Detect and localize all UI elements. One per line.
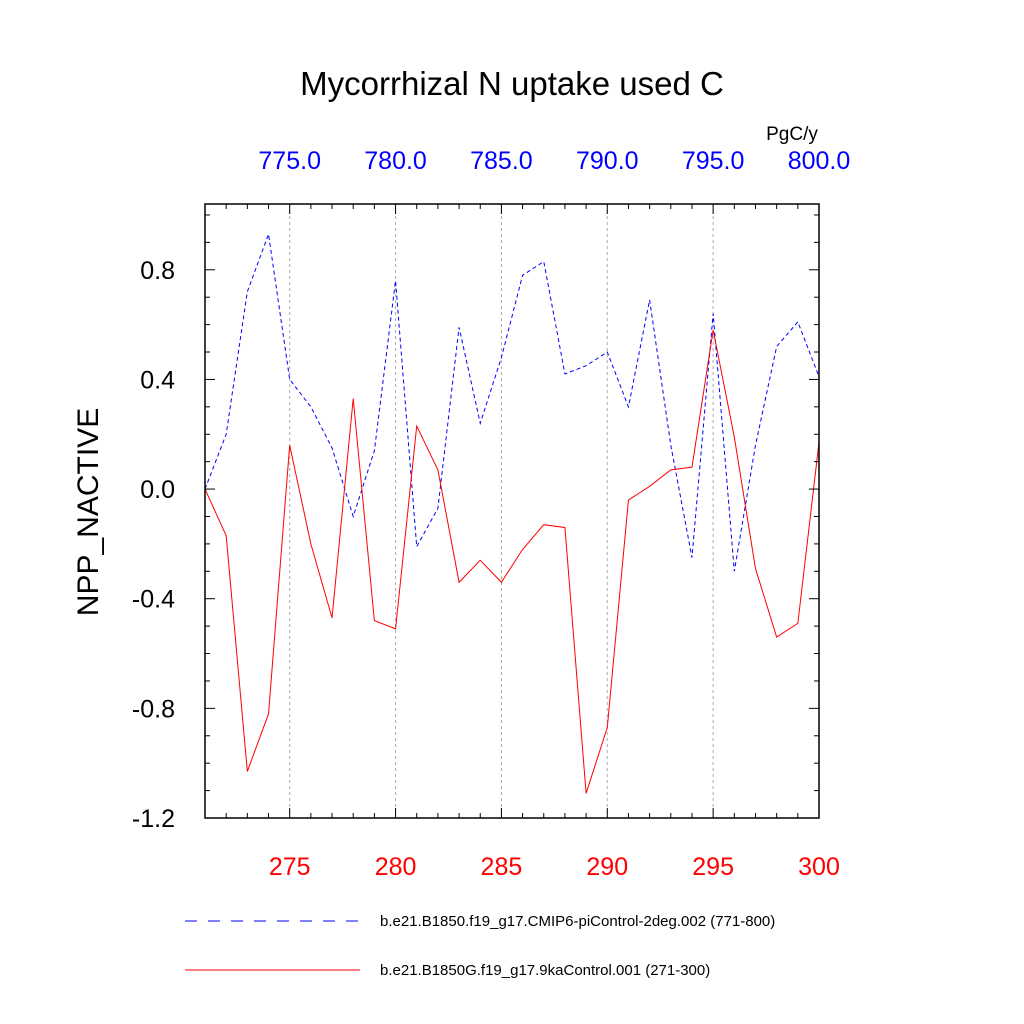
x-top-tick-label: 790.0 (576, 147, 639, 175)
legend-label-series-1: b.e21.B1850.f19_g17.CMIP6-piControl-2deg… (380, 913, 775, 930)
y-tick-label: -1.2 (132, 805, 175, 833)
x-bottom-tick-label: 290 (586, 853, 628, 881)
x-top-tick-label: 800.0 (788, 147, 851, 175)
labels-layer: -1.2 -0.8 -0.4 0.0 0.4 0.8 275 280 285 290 295 300 7… (132, 147, 850, 881)
units-label: PgC/y (766, 124, 818, 145)
y-tick-label: -0.4 (132, 586, 175, 614)
y-tick-label: 0.0 (140, 476, 175, 504)
y-axis-label: NPP_NACTIVE (72, 408, 105, 616)
legend: b.e21.B1850.f19_g17.CMIP6-piControl-2deg… (185, 913, 775, 979)
series-layer (204, 233, 820, 794)
x-bottom-tick-label: 280 (375, 853, 417, 881)
series-line-2 (204, 329, 820, 794)
x-bottom-tick-label: 300 (798, 853, 840, 881)
grid-layer (289, 204, 714, 818)
series-line-1 (204, 233, 820, 572)
x-top-tick-label: 785.0 (470, 147, 533, 175)
x-top-tick-label: 780.0 (364, 147, 427, 175)
y-tick-label: 0.4 (140, 366, 175, 394)
x-bottom-tick-label: 295 (692, 853, 734, 881)
x-top-tick-label: 795.0 (682, 147, 745, 175)
x-bottom-tick-label: 275 (269, 853, 311, 881)
x-bottom-tick-label: 285 (481, 853, 523, 881)
chart-title: Mycorrhizal N uptake used C (300, 65, 724, 102)
legend-label-series-2: b.e21.B1850G.f19_g17.9kaControl.001 (271… (380, 962, 710, 979)
y-tick-label: 0.8 (140, 257, 175, 285)
plot-frame (204, 203, 820, 819)
x-top-tick-label: 775.0 (258, 147, 321, 175)
y-tick-label: -0.8 (132, 695, 175, 723)
ticks-layer (204, 204, 820, 819)
